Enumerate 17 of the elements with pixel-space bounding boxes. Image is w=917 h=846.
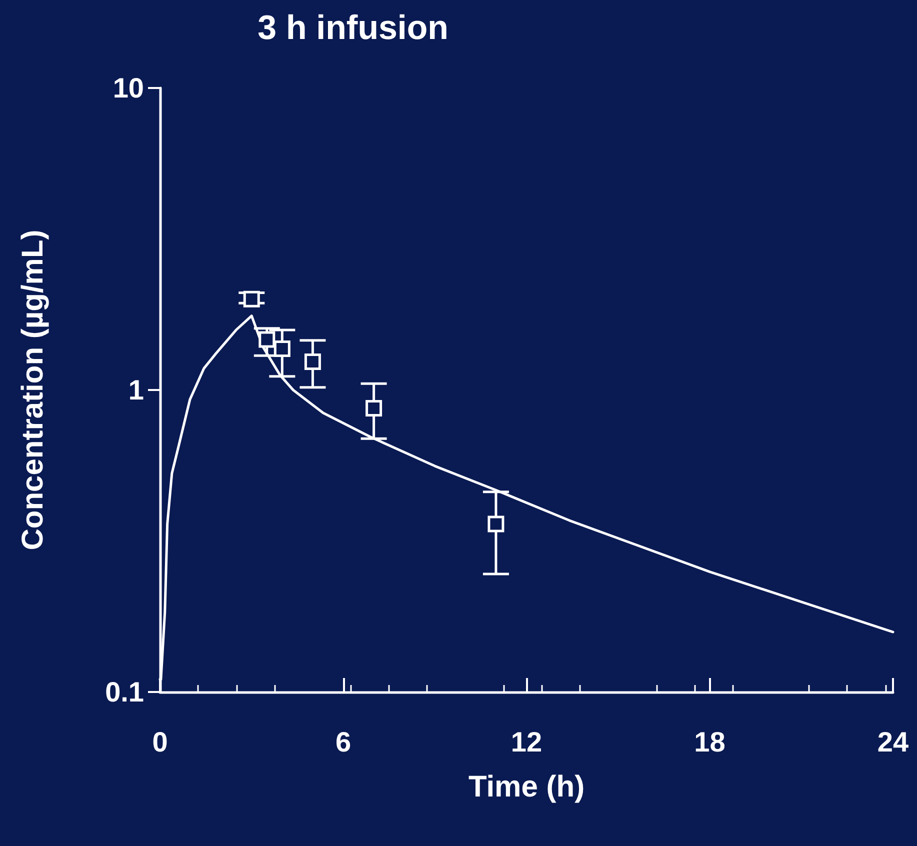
x-tick-label: 24: [877, 726, 909, 758]
x-tick-label: 0: [152, 726, 168, 758]
y-tick-label: 10: [112, 72, 144, 104]
point: [258, 331, 276, 348]
x-axis-title: Time (h): [468, 770, 585, 804]
y-tick-label: 1: [128, 374, 144, 406]
point: [366, 400, 382, 417]
y-tick-label: 0.1: [105, 676, 144, 708]
x-tick-label: 12: [510, 726, 542, 758]
x-tick-label: 6: [335, 726, 352, 758]
point: [304, 354, 321, 370]
point: [274, 340, 290, 357]
chart-title: 3 h infusion: [258, 9, 448, 47]
point: [243, 290, 260, 308]
y-axis-title: Concentration (µg/mL): [16, 230, 50, 550]
point: [488, 516, 504, 532]
x-tick-label: 18: [694, 726, 726, 758]
